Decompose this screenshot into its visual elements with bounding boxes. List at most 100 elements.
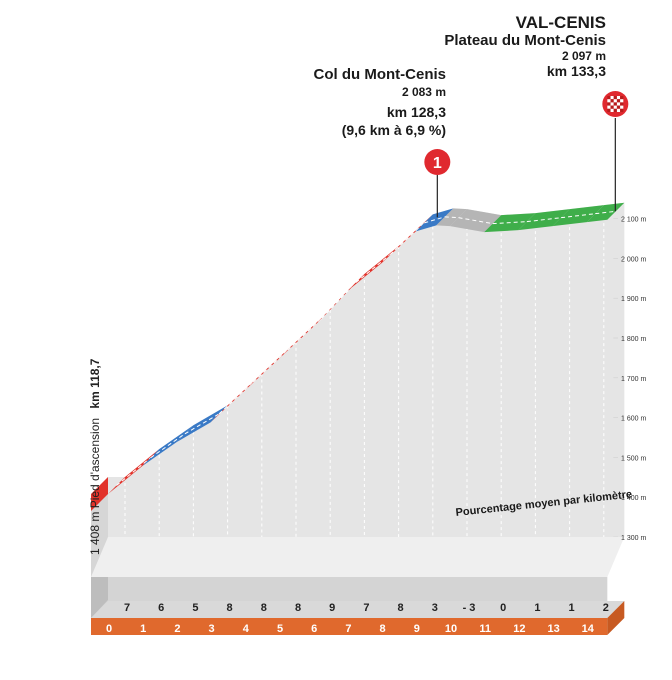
distance-tick-label: 0 <box>106 623 112 635</box>
ascension-km: km 118,7 <box>88 358 102 409</box>
distance-tick-label: 6 <box>311 623 317 635</box>
distance-tick-label: 7 <box>345 623 351 635</box>
gradient-percent-label: 6 <box>158 602 164 614</box>
altitude-tick-label: 1 600 m <box>621 416 646 423</box>
distance-tick-label: 1 <box>140 623 146 635</box>
finish-flag-cell <box>610 105 614 109</box>
finish-flag-cell <box>607 99 611 103</box>
distance-tick-label: 8 <box>380 623 386 635</box>
altitude-tick-label: 1 800 m <box>621 336 646 343</box>
road-centerline <box>595 210 616 215</box>
altitude-tick-label: 1 400 m <box>621 495 646 502</box>
finish-flag-cell <box>616 105 621 109</box>
distance-tick-label: 12 <box>513 623 525 635</box>
road-centerline <box>355 254 391 283</box>
road-segment <box>436 208 467 227</box>
finish-flag-cell <box>607 108 611 112</box>
gradient-percent-label: 8 <box>227 602 233 614</box>
road-centerline <box>458 217 493 225</box>
distance-tick-label: 2 <box>174 623 180 635</box>
distance-strip-top <box>91 601 625 618</box>
road-centerline <box>116 457 152 486</box>
gradient-percent-label: 8 <box>261 602 267 614</box>
summit-altitude: 2 083 m <box>401 85 446 99</box>
road-start-cap <box>91 477 108 512</box>
distance-tick-label: 10 <box>445 623 457 635</box>
gradient-percent-label: 3 <box>432 602 438 614</box>
distance-tick-label: 4 <box>243 623 250 635</box>
summit-name: Col du Mont-Cenis <box>313 66 446 83</box>
finish-flag-cell <box>613 96 617 100</box>
altitude-tick-label: 1 300 m <box>621 535 646 542</box>
gradient-percent-label: 2 <box>603 602 609 614</box>
road-centerline <box>218 381 254 415</box>
road-segment <box>142 425 194 467</box>
distance-tick-label: 14 <box>582 623 595 635</box>
finish-flag-cell <box>620 96 624 100</box>
gradient-percent-label: 8 <box>295 602 301 614</box>
summit-marker-circle <box>424 149 451 175</box>
distance-tick-label: 5 <box>277 623 283 635</box>
finish-flag-cell <box>613 105 617 109</box>
road-centerline <box>492 221 527 225</box>
ascension-label: 1 408 m Pied d'ascension km 118,7 <box>88 359 102 555</box>
finish-flag-cell <box>616 102 621 106</box>
gradient-percent-label: 1 <box>569 602 575 614</box>
finish-flag-cell <box>616 99 621 103</box>
finish-flag-cell <box>620 108 624 112</box>
road-centerline <box>424 216 445 224</box>
summit-marker-number: 1 <box>433 155 442 172</box>
finish-place: Plateau du Mont-Cenis <box>444 32 606 49</box>
distance-tick-label: 3 <box>209 623 215 635</box>
finish-town: VAL-CENIS <box>515 13 606 32</box>
finish-flag-cell <box>620 102 624 106</box>
gradient-percent-label: 0 <box>500 602 506 614</box>
gradient-percent-label: 5 <box>192 602 198 614</box>
summit-km: km 128,3 <box>386 104 446 120</box>
gradient-percent-label: 7 <box>124 602 130 614</box>
gradient-percent-label: 7 <box>363 602 369 614</box>
gradient-percent-label: 1 <box>534 602 540 614</box>
distance-tick-label: 9 <box>414 623 420 635</box>
road-segment <box>176 405 228 443</box>
finish-flag-cell <box>620 99 624 103</box>
distance-strip <box>91 618 608 635</box>
finish-flag-cell <box>613 108 617 112</box>
summit-header: Col du Mont-Cenis 2 083 m km 128,3 (9,6 … <box>314 66 446 139</box>
altitude-tick-label: 1 500 m <box>621 455 646 462</box>
road-centerline <box>287 317 323 351</box>
gradient-percent-label: - 3 <box>463 602 476 614</box>
road-centerline <box>526 217 562 223</box>
road-centerline <box>252 349 288 383</box>
finish-flag-cell <box>616 108 621 112</box>
road-centerline <box>389 222 425 256</box>
altitude-tick-label: 2 000 m <box>621 256 646 263</box>
finish-km: km 133,3 <box>546 63 606 79</box>
altitude-tick-label: 2 100 m <box>621 217 646 224</box>
finish-flag-cell <box>610 96 614 100</box>
finish-flag-cell <box>607 96 611 100</box>
finish-flag-cell <box>607 105 611 109</box>
finish-flag-cell <box>616 96 621 100</box>
finish-flag-cell <box>613 99 617 103</box>
finish-flag-cell <box>607 102 611 106</box>
distance-tick-label: 13 <box>547 623 559 635</box>
finish-flag-cell <box>610 99 614 103</box>
finish-flag-cell <box>620 105 624 109</box>
road-centerline <box>444 216 459 219</box>
finish-header: VAL-CENIS Plateau du Mont-Cenis 2 097 m … <box>444 13 606 80</box>
gradient-percent-label: 9 <box>329 602 335 614</box>
altitude-tick-label: 1 900 m <box>621 296 646 303</box>
finish-altitude: 2 097 m <box>561 49 606 63</box>
gradient-percent-label: 8 <box>398 602 404 614</box>
finish-flag-cell <box>610 102 614 106</box>
summit-climb: (9,6 km à 6,9 %) <box>341 122 446 138</box>
altitude-tick-label: 1 700 m <box>621 376 646 383</box>
distance-strip-end <box>607 601 625 635</box>
road-centerline <box>561 213 596 219</box>
profile-fill <box>108 202 625 537</box>
distance-tick-label: 11 <box>479 623 491 635</box>
ascension-text: 1 408 m Pied d'ascension <box>88 417 102 555</box>
road-centerline <box>321 282 357 319</box>
